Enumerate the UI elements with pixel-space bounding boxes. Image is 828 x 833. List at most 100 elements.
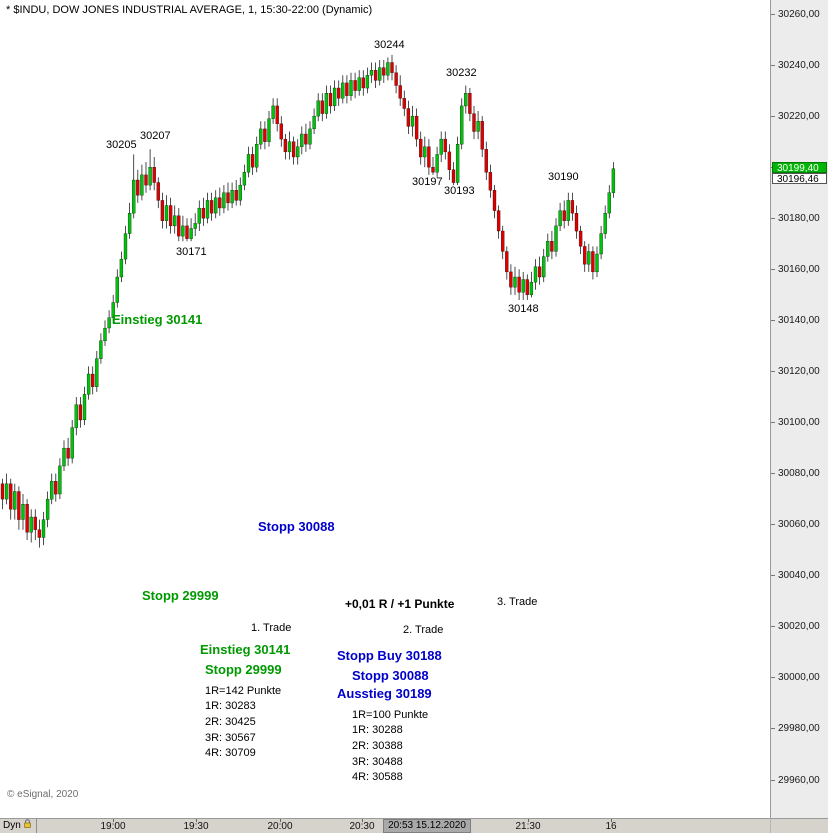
candle-body xyxy=(578,230,583,247)
candle-body xyxy=(533,266,538,283)
price-axis-label: 30100,00 xyxy=(778,417,820,428)
candle-body xyxy=(127,213,132,234)
price-axis-tick xyxy=(771,780,775,781)
candle-body xyxy=(599,233,603,255)
candle-body xyxy=(66,447,70,459)
candle-body xyxy=(234,190,238,201)
candle-body xyxy=(144,174,148,186)
time-axis-tick xyxy=(611,819,612,822)
candle-body xyxy=(91,373,95,387)
candle-body xyxy=(95,358,99,387)
candle-body xyxy=(435,154,439,173)
candle-body xyxy=(173,215,177,227)
candle-body xyxy=(275,105,279,124)
copyright-text: © eSignal, 2020 xyxy=(7,789,79,800)
time-axis-label: 16 xyxy=(605,821,617,832)
candle-body xyxy=(238,184,242,201)
candle-body xyxy=(4,483,9,500)
time-axis-tick xyxy=(280,819,281,822)
candle-body xyxy=(25,504,29,533)
candle-body xyxy=(291,141,296,158)
candle-body xyxy=(312,115,316,130)
candle-body xyxy=(214,197,218,214)
candle-body xyxy=(324,93,329,114)
candle-body xyxy=(189,228,193,239)
candle-body xyxy=(505,251,509,273)
time-axis[interactable]: Dyn 19:00 19:30 20:00 20:30 21:30 16 20:53 15.… xyxy=(0,818,770,833)
candle-body xyxy=(562,210,566,221)
price-axis-label: 30000,00 xyxy=(778,672,820,683)
candle-body xyxy=(103,327,107,342)
candlestick-chart[interactable] xyxy=(0,0,770,818)
candle-body xyxy=(304,133,308,145)
candle-body xyxy=(168,205,173,227)
candle-body xyxy=(296,146,300,158)
time-axis-label: 19:00 xyxy=(100,821,126,832)
candle-body xyxy=(398,85,402,99)
time-axis-tick xyxy=(113,819,114,822)
candle-body xyxy=(373,70,378,81)
candle-body xyxy=(263,128,267,142)
candle-body xyxy=(595,253,599,273)
candle-body xyxy=(443,138,447,153)
candle-body xyxy=(402,98,406,109)
candle-body xyxy=(316,100,320,117)
price-axis[interactable]: 30260,0030240,0030220,0030200,0030180,00… xyxy=(770,0,828,818)
candle-body xyxy=(136,179,140,196)
candle-body xyxy=(464,93,468,107)
candle-body xyxy=(99,340,103,359)
candle-body xyxy=(86,373,91,395)
candle-body xyxy=(17,491,21,520)
time-axis-label: 21:30 xyxy=(515,821,541,832)
candle-body xyxy=(140,174,144,196)
candle-body xyxy=(246,154,251,173)
candle-body xyxy=(218,197,222,209)
candle-body xyxy=(185,225,189,239)
price-axis-tick xyxy=(771,626,775,627)
candle-body xyxy=(337,87,341,99)
price-axis-tick xyxy=(771,473,775,474)
candle-body xyxy=(74,404,78,428)
candle-body xyxy=(267,118,271,142)
chart-plot-area[interactable]: 30205 30207 30244 30232 30197 30193 30190 30171… xyxy=(0,0,770,818)
candle-body xyxy=(554,225,558,252)
price-axis-label: 30160,00 xyxy=(778,264,820,275)
candle-body xyxy=(419,138,423,158)
candle-body xyxy=(550,241,554,252)
candle-body xyxy=(492,190,497,211)
candle-body xyxy=(156,182,160,201)
candle-body xyxy=(509,271,513,288)
current-time-indicator: 20:53 15.12.2020 xyxy=(383,819,471,833)
candle-body xyxy=(255,144,259,168)
price-axis-tick xyxy=(771,524,775,525)
candle-body xyxy=(558,210,562,227)
candle-body xyxy=(587,251,591,265)
candle-body xyxy=(361,77,365,89)
price-axis-label: 30260,00 xyxy=(778,9,820,20)
candle-body xyxy=(328,93,333,107)
candle-body xyxy=(50,481,54,500)
candle-body xyxy=(365,75,370,89)
candle-body xyxy=(160,200,165,221)
price-axis-label: 29960,00 xyxy=(778,775,820,786)
price-axis-label: 30180,00 xyxy=(778,213,820,224)
candle-body xyxy=(250,154,255,168)
price-axis-tick xyxy=(771,728,775,729)
candle-body xyxy=(152,167,156,183)
candle-body xyxy=(488,172,493,191)
candle-body xyxy=(62,447,66,467)
candle-body xyxy=(54,481,58,495)
candle-body xyxy=(70,427,74,459)
price-axis-tick xyxy=(771,218,775,219)
price-axis-tick xyxy=(771,116,775,117)
price-axis-label: 30020,00 xyxy=(778,621,820,632)
dyn-button[interactable]: Dyn xyxy=(0,819,37,833)
candle-body xyxy=(529,281,534,296)
time-axis-label: 20:30 xyxy=(349,821,375,832)
candle-body xyxy=(468,93,472,114)
candle-body xyxy=(29,516,33,533)
price-axis-label: 30140,00 xyxy=(778,315,820,326)
candle-body xyxy=(517,276,521,293)
candle-body xyxy=(320,100,324,114)
candle-body xyxy=(205,200,210,219)
